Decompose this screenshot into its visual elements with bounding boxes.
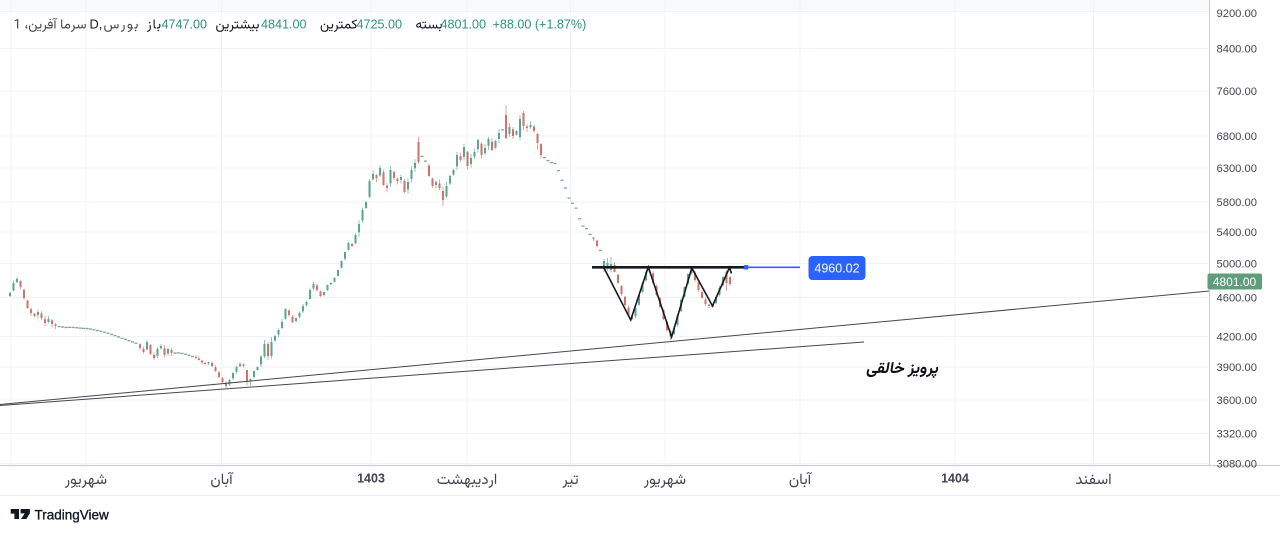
svg-text:D,: D, xyxy=(90,17,103,32)
svg-text:1403: 1403 xyxy=(357,472,385,486)
svg-text:4801.00: 4801.00 xyxy=(441,18,487,32)
svg-text:TradingView: TradingView xyxy=(35,508,110,523)
svg-text:6800.00: 6800.00 xyxy=(1217,131,1257,143)
svg-text:3080.00: 3080.00 xyxy=(1217,459,1257,471)
svg-text:3900.00: 3900.00 xyxy=(1217,362,1257,374)
svg-text:5000.00: 5000.00 xyxy=(1217,259,1257,271)
svg-text:5400.00: 5400.00 xyxy=(1217,227,1257,239)
svg-text:4600.00: 4600.00 xyxy=(1217,293,1257,305)
svg-text:4747.00: 4747.00 xyxy=(162,18,208,32)
svg-text:4725.00: 4725.00 xyxy=(357,18,403,32)
svg-text:3320.00: 3320.00 xyxy=(1217,429,1257,441)
svg-text:4960.02: 4960.02 xyxy=(814,262,859,276)
svg-text:4841.00: 4841.00 xyxy=(261,18,307,32)
svg-text:3600.00: 3600.00 xyxy=(1217,395,1257,407)
svg-text:5800.00: 5800.00 xyxy=(1217,197,1257,209)
svg-text:6300.00: 6300.00 xyxy=(1217,163,1257,175)
svg-text:8400.00: 8400.00 xyxy=(1217,44,1257,56)
svg-text:1404: 1404 xyxy=(941,472,969,486)
svg-text:+88.00 (+1.87%): +88.00 (+1.87%) xyxy=(493,18,587,32)
svg-text:9200.00: 9200.00 xyxy=(1217,8,1257,20)
svg-text:4801.00: 4801.00 xyxy=(1213,275,1257,289)
svg-text:7600.00: 7600.00 xyxy=(1217,86,1257,98)
svg-text:4200.00: 4200.00 xyxy=(1217,332,1257,344)
